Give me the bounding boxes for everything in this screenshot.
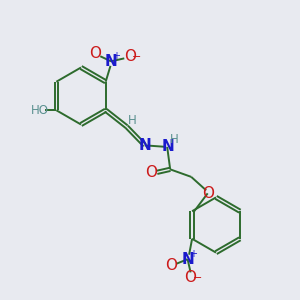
Text: +: +: [189, 249, 197, 259]
Text: N: N: [139, 139, 152, 154]
Text: O: O: [184, 270, 196, 285]
Text: O: O: [202, 186, 214, 201]
Text: N: N: [181, 252, 194, 267]
Text: O: O: [89, 46, 101, 62]
Text: −: −: [193, 273, 202, 283]
Text: HO: HO: [31, 104, 49, 117]
Text: N: N: [161, 139, 174, 154]
Text: N: N: [105, 54, 118, 69]
Text: O: O: [165, 258, 177, 273]
Text: H: H: [169, 133, 178, 146]
Text: H: H: [128, 114, 137, 127]
Text: −: −: [132, 52, 141, 62]
Text: +: +: [112, 51, 121, 61]
Text: O: O: [124, 50, 136, 64]
Text: O: O: [146, 165, 158, 180]
